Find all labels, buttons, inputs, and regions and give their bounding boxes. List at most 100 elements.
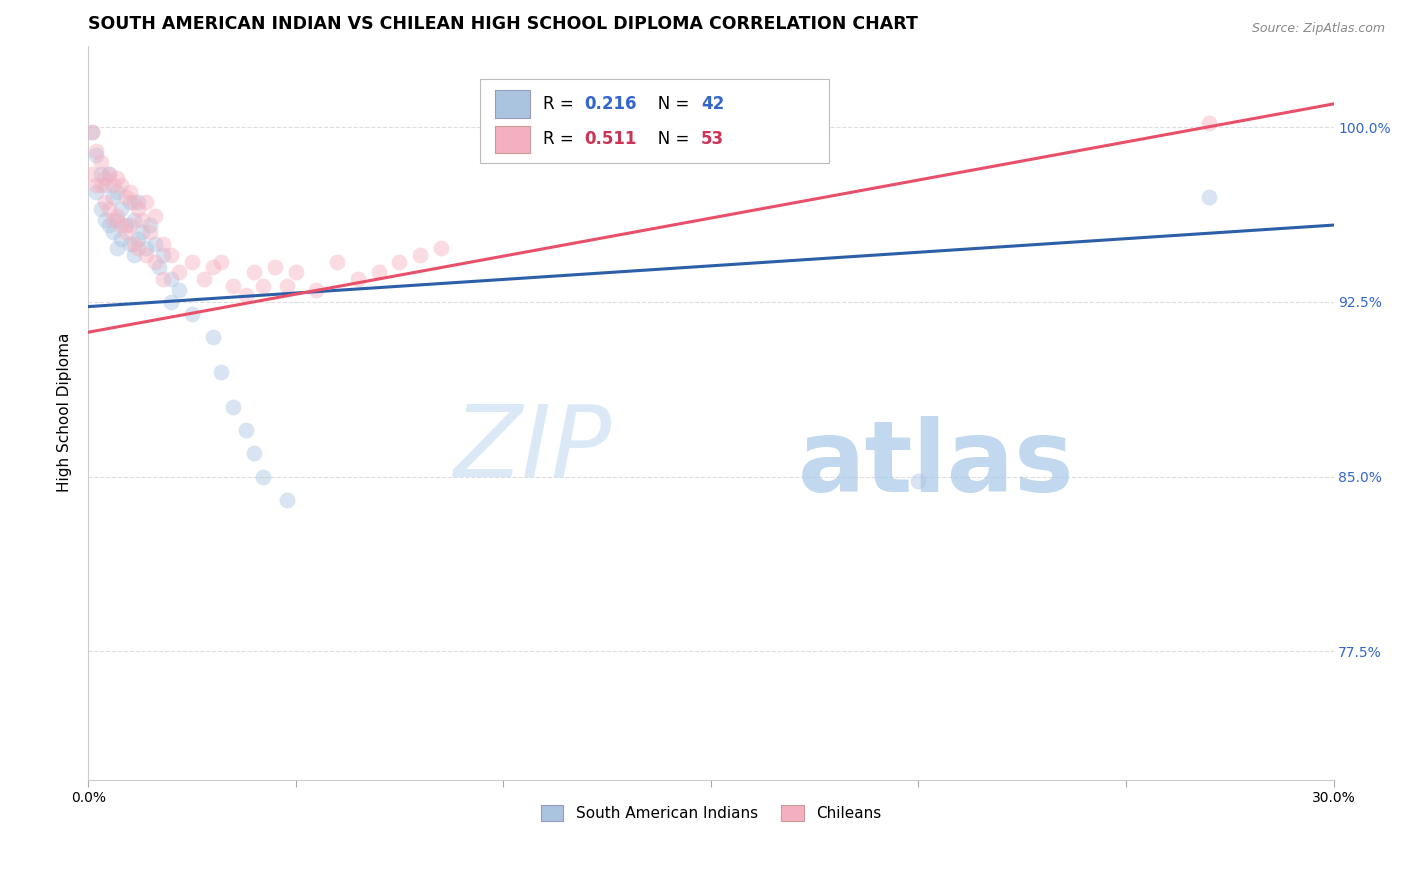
Point bbox=[143, 255, 166, 269]
Point bbox=[152, 236, 174, 251]
Point bbox=[264, 260, 287, 274]
Point bbox=[101, 190, 124, 204]
Point bbox=[82, 125, 104, 139]
Text: 0.511: 0.511 bbox=[583, 130, 636, 148]
Point bbox=[243, 446, 266, 460]
Point bbox=[193, 271, 215, 285]
Point bbox=[252, 278, 274, 293]
Point bbox=[222, 278, 245, 293]
Point bbox=[118, 236, 141, 251]
Point bbox=[131, 225, 153, 239]
Point bbox=[135, 248, 157, 262]
Point bbox=[1198, 115, 1220, 129]
Point bbox=[430, 241, 453, 255]
Point bbox=[169, 283, 191, 297]
Text: R =: R = bbox=[543, 95, 579, 113]
Point bbox=[139, 225, 162, 239]
Text: R =: R = bbox=[543, 130, 579, 148]
Point bbox=[148, 260, 170, 274]
Point bbox=[122, 236, 145, 251]
Point bbox=[114, 190, 136, 204]
Point bbox=[160, 271, 183, 285]
Point bbox=[160, 248, 183, 262]
Point bbox=[105, 241, 128, 255]
Point bbox=[135, 241, 157, 255]
Point bbox=[143, 236, 166, 251]
Point bbox=[122, 248, 145, 262]
Point bbox=[201, 330, 224, 344]
Point bbox=[101, 178, 124, 193]
Point bbox=[110, 178, 132, 193]
Text: 53: 53 bbox=[700, 130, 724, 148]
Point bbox=[169, 265, 191, 279]
Point bbox=[326, 255, 349, 269]
Text: N =: N = bbox=[643, 95, 695, 113]
Point bbox=[243, 265, 266, 279]
Legend: South American Indians, Chileans: South American Indians, Chileans bbox=[534, 799, 887, 827]
Point bbox=[94, 194, 117, 209]
Point bbox=[235, 288, 257, 302]
Point bbox=[105, 186, 128, 200]
Point bbox=[152, 248, 174, 262]
Point bbox=[131, 213, 153, 227]
Point bbox=[201, 260, 224, 274]
Point bbox=[105, 209, 128, 223]
Point bbox=[143, 209, 166, 223]
Point bbox=[235, 423, 257, 437]
Point bbox=[82, 125, 104, 139]
Point bbox=[276, 278, 298, 293]
Point bbox=[252, 469, 274, 483]
Point bbox=[127, 241, 149, 255]
Point bbox=[135, 194, 157, 209]
Point bbox=[94, 213, 117, 227]
Point bbox=[1198, 190, 1220, 204]
Point bbox=[122, 213, 145, 227]
Point bbox=[90, 202, 112, 216]
Point bbox=[97, 167, 120, 181]
Point bbox=[347, 271, 370, 285]
Point bbox=[114, 218, 136, 232]
Point bbox=[90, 167, 112, 181]
Text: atlas: atlas bbox=[799, 416, 1074, 513]
Point bbox=[209, 255, 232, 269]
Point bbox=[110, 202, 132, 216]
Point bbox=[86, 144, 108, 158]
Point bbox=[97, 202, 120, 216]
Text: 0.216: 0.216 bbox=[583, 95, 637, 113]
Text: SOUTH AMERICAN INDIAN VS CHILEAN HIGH SCHOOL DIPLOMA CORRELATION CHART: SOUTH AMERICAN INDIAN VS CHILEAN HIGH SC… bbox=[89, 15, 918, 33]
Text: ZIP: ZIP bbox=[453, 401, 612, 498]
Point bbox=[209, 365, 232, 379]
Point bbox=[94, 178, 117, 193]
Point bbox=[90, 178, 112, 193]
Point bbox=[367, 265, 389, 279]
Point bbox=[284, 265, 307, 279]
Y-axis label: High School Diploma: High School Diploma bbox=[58, 333, 72, 492]
Point bbox=[101, 225, 124, 239]
Point bbox=[101, 213, 124, 227]
Point bbox=[110, 218, 132, 232]
Point bbox=[305, 283, 328, 297]
Point bbox=[118, 218, 141, 232]
Bar bbox=[495, 90, 530, 118]
Point bbox=[139, 218, 162, 232]
Point bbox=[90, 155, 112, 169]
Point bbox=[222, 400, 245, 414]
Point bbox=[181, 255, 204, 269]
Text: N =: N = bbox=[643, 130, 695, 148]
Point bbox=[907, 475, 929, 489]
Point bbox=[127, 194, 149, 209]
Point bbox=[127, 202, 149, 216]
Point bbox=[122, 194, 145, 209]
Point bbox=[118, 194, 141, 209]
Point bbox=[276, 493, 298, 508]
Point bbox=[86, 186, 108, 200]
Point bbox=[160, 295, 183, 310]
Point bbox=[388, 255, 411, 269]
Text: Source: ZipAtlas.com: Source: ZipAtlas.com bbox=[1251, 22, 1385, 36]
Bar bbox=[495, 126, 530, 153]
Text: 42: 42 bbox=[700, 95, 724, 113]
Point bbox=[94, 171, 117, 186]
Point bbox=[114, 225, 136, 239]
Point bbox=[110, 232, 132, 246]
Point bbox=[86, 148, 108, 162]
